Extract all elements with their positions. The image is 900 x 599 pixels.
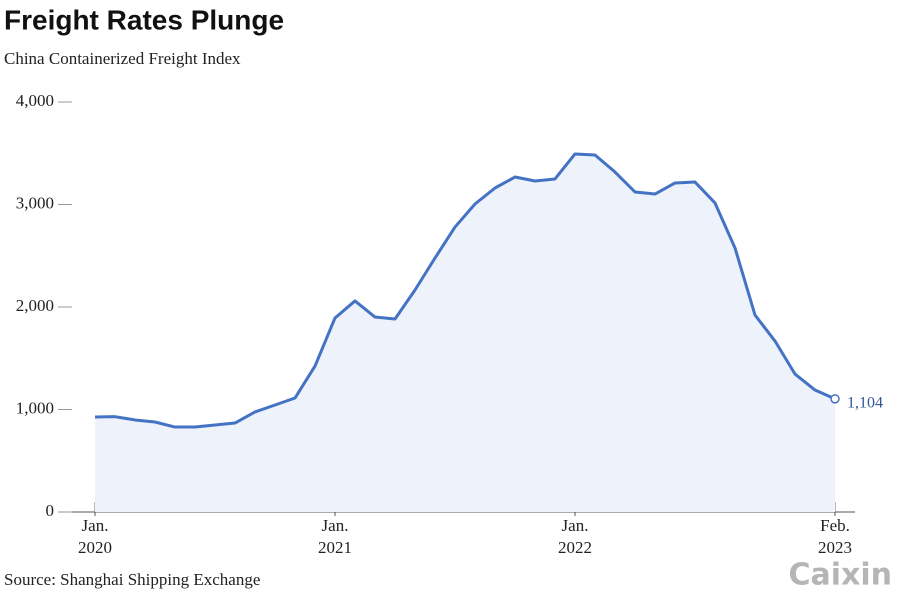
y-tick-label: 2,000	[16, 296, 54, 315]
x-tick-label: Jan.	[322, 516, 349, 535]
source: Source: Shanghai Shipping Exchange	[4, 570, 260, 589]
x-tick-label: Feb.	[820, 516, 850, 535]
y-tick-label: 0	[46, 501, 55, 520]
chart-subtitle: China Containerized Freight Index	[4, 49, 241, 68]
end-point	[830, 394, 840, 404]
y-tick-label: 1,000	[16, 398, 54, 417]
x-tick-label: 2022	[558, 538, 592, 557]
x-tick-label: Jan.	[82, 516, 109, 535]
chart-title: Freight Rates Plunge	[4, 4, 284, 35]
logo: Caixin	[788, 558, 892, 593]
x-tick-label: Jan.	[562, 516, 589, 535]
x-tick-label: 2021	[318, 538, 352, 557]
x-tick-label: 2023	[818, 538, 852, 557]
y-tick-label: 3,000	[16, 193, 54, 212]
line	[94, 152, 836, 429]
area	[95, 153, 835, 512]
value-label: 1,104	[847, 395, 883, 412]
x-tick-label: 2020	[78, 538, 112, 557]
y-tick-label: 4,000	[16, 91, 54, 110]
